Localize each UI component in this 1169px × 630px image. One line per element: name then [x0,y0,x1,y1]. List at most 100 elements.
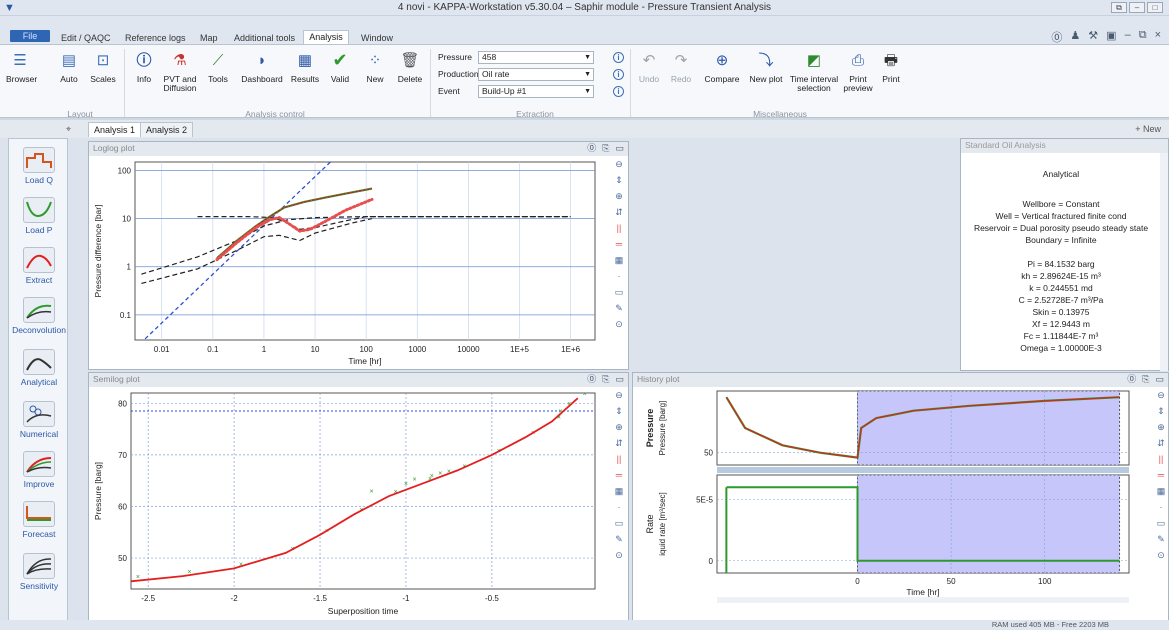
sidebar-item-forecast[interactable]: Forecast [9,501,69,539]
tab-window[interactable]: Window [361,33,394,43]
maximize-icon[interactable]: ▭ [615,143,624,153]
tab-analysis-2[interactable]: Analysis 2 [140,122,194,137]
fit-icon[interactable]: ⇵ [615,207,623,217]
pressure-info-icon[interactable]: i [613,52,624,63]
marker-icon[interactable]: || [616,223,622,233]
minimize-icon[interactable]: – [1124,29,1131,41]
zoom-out-icon[interactable]: ⊖ [615,390,623,400]
restore-icon[interactable]: ⧉ [1111,2,1127,13]
lock-icon[interactable]: ⊙ [615,319,623,329]
tab-additional-tools[interactable]: Additional tools [234,33,296,43]
tab-analysis-1[interactable]: Analysis 1 [88,122,142,137]
sidebar-item-load-q[interactable]: Load Q [9,147,69,185]
edit-icon[interactable]: ✎ [615,303,623,313]
sidebar-item-extract[interactable]: Extract [9,247,69,285]
edit-icon[interactable]: ✎ [615,534,623,544]
new-tab-button[interactable]: + New [1135,124,1161,134]
pin-icon[interactable]: ⌖ [66,124,72,134]
print-button[interactable]: 🖶 Print [878,48,904,84]
grid-icon[interactable]: ▦ [614,255,624,265]
save-icon[interactable]: ▣ [1106,30,1117,42]
help-icon[interactable]: ⓪ [1051,32,1063,44]
zoom-in-icon[interactable]: ⊕ [1157,422,1165,432]
kappa-logo-icon[interactable]: ▼ [4,2,15,14]
sidebar-item-improve[interactable]: Improve [9,451,69,489]
sidebar-item-sensitivity[interactable]: Sensitivity [9,553,69,591]
sidebar-item-load-p[interactable]: Load P [9,197,69,235]
production-select[interactable]: Oil rate ▼ [478,68,594,81]
toggle-icon[interactable]: ▭ [1156,518,1166,528]
loglog-plot-area[interactable]: 100 10 1 0.1 0.01 0.1 1 10 100 1000 10000 1E+5 1E+6 T… [89,156,609,371]
tools-button[interactable]: ⟋ Tools [205,48,231,84]
results-button[interactable]: ▦ Results [288,48,322,84]
help-icon[interactable]: ⓪ [587,374,597,384]
new-analysis-button[interactable]: ⁘ New [360,48,390,84]
info-button[interactable]: ⓘ Info [132,48,156,84]
fit-icon[interactable]: ⇵ [1157,438,1165,448]
marker-icon[interactable]: || [616,454,622,464]
event-info-icon[interactable]: i [613,86,624,97]
print-preview-button[interactable]: ⎙ Print preview [842,48,874,93]
delete-button[interactable]: 🗑 Delete [396,48,424,84]
zoom-out-icon[interactable]: ⊖ [1157,390,1165,400]
undo-button[interactable]: ↶ Undo [636,48,662,84]
line-icon[interactable]: ═ [1157,470,1165,480]
scrollbar[interactable] [1160,153,1168,371]
zoom-in-icon[interactable]: ⊕ [615,422,623,432]
tab-file[interactable]: File [10,30,50,42]
time-interval-selection-button[interactable]: ◩ Time interval selection [788,48,840,93]
auto-button[interactable]: ▤ Auto [54,48,84,84]
pan-icon[interactable]: ⇕ [615,406,623,416]
lock-icon[interactable]: ⊙ [1157,550,1165,560]
tab-reference-logs[interactable]: Reference logs [125,33,186,43]
sidebar-item-analytical[interactable]: Analytical [9,349,69,387]
dot-icon[interactable]: · [617,502,621,512]
help-icon[interactable]: ⓪ [1127,374,1137,384]
line-icon[interactable]: ═ [615,239,623,249]
sidebar-item-numerical[interactable]: Numerical [9,401,69,439]
maximize-button[interactable]: □ [1147,2,1163,13]
close-icon[interactable]: × [1154,29,1161,41]
zoom-in-icon[interactable]: ⊕ [615,191,623,201]
export-icon[interactable]: ⎘ [602,374,610,384]
export-icon[interactable]: ⎘ [1142,374,1150,384]
maximize-icon[interactable]: ▭ [1155,374,1164,384]
tab-analysis[interactable]: Analysis [303,30,349,44]
sidebar-item-deconvolution[interactable]: Deconvolution [9,297,69,335]
help-icon[interactable]: ⓪ [587,143,597,153]
scales-button[interactable]: ⊡ Scales [88,48,118,84]
event-select[interactable]: Build-Up #1 ▼ [478,85,594,98]
new-plot-button[interactable]: ⤵ New plot [746,48,786,84]
lock-icon[interactable]: ⊙ [615,550,623,560]
minimize-button[interactable]: – [1129,2,1145,13]
dot-icon[interactable]: · [1159,502,1163,512]
zoom-out-icon[interactable]: ⊖ [615,159,623,169]
export-icon[interactable]: ⎘ [602,143,610,153]
marker-icon[interactable]: || [1158,454,1164,464]
maximize-icon[interactable]: ▭ [615,374,624,384]
edit-icon[interactable]: ✎ [1157,534,1165,544]
pvt-diffusion-button[interactable]: ⚗ PVT and Diffusion [160,48,200,93]
production-info-icon[interactable]: i [613,69,624,80]
pan-icon[interactable]: ⇕ [1157,406,1165,416]
grid-icon[interactable]: ▦ [614,486,624,496]
user-icon[interactable]: ♟ [1070,30,1081,42]
semilog-plot-area[interactable]: ××××××××××××××××× × ××× 80 70 60 50 -2.5 -2 -1.5 -… [89,387,609,621]
browser-button[interactable]: ☰ Browser [6,48,37,84]
dashboard-button[interactable]: ◗ Dashboard [240,48,284,84]
toggle-icon[interactable]: ▭ [614,287,624,297]
compare-button[interactable]: ⊕ Compare [702,48,742,84]
redo-button[interactable]: ↷ Redo [668,48,694,84]
history-plot-area[interactable]: 50 5E-5 0 0 50 100 Time [hr] Pressure Pressure [… [633,387,1151,621]
dot-icon[interactable]: · [617,271,621,281]
line-icon[interactable]: ═ [615,470,623,480]
restore-icon[interactable]: ⧉ [1138,29,1147,41]
tools-icon[interactable]: ⚒ [1088,30,1099,42]
grid-icon[interactable]: ▦ [1156,486,1166,496]
pressure-select[interactable]: 458 ▼ [478,51,594,64]
tab-map[interactable]: Map [200,33,218,43]
toggle-icon[interactable]: ▭ [614,518,624,528]
fit-icon[interactable]: ⇵ [615,438,623,448]
pan-icon[interactable]: ⇕ [615,175,623,185]
tab-edit-qaqc[interactable]: Edit / QAQC [61,33,111,43]
